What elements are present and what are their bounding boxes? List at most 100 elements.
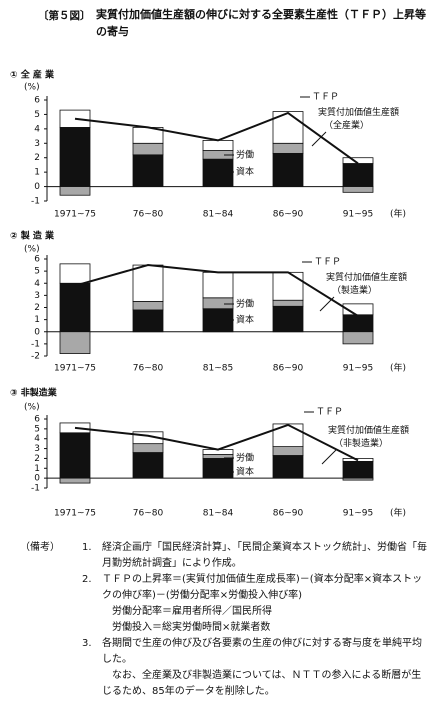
y-tick-label: 1 bbox=[34, 464, 40, 474]
title-box: 実質付加価値生産額の伸びに対する全要素生産性（ＴＦＰ）上昇等の寄与 bbox=[96, 8, 426, 38]
note-number: 2. bbox=[82, 574, 92, 585]
y-tick-label: 0 bbox=[34, 182, 40, 192]
bar-segment bbox=[272, 446, 304, 456]
bar-segment bbox=[202, 139, 234, 151]
note-item: 3. 各期間で生産の伸び及び各要素の生産の伸びに対する寄与度を単純平均した。 なお、… bbox=[20, 636, 430, 700]
note-line: 労働分配率＝雇用者所得／国民所得 bbox=[112, 606, 272, 617]
notes: （備考） 1. 経済企画庁「国民経済計算」、「民間企業資本ストック統計」、労働省「毎… bbox=[20, 540, 430, 700]
note-body: 経済企画庁「国民経済計算」、「民間企業資本ストック統計」、労働省「毎月勤労統計調… bbox=[102, 540, 430, 572]
y-tick-label: 5 bbox=[34, 424, 40, 434]
x-tick-label: 76~80 bbox=[133, 509, 164, 519]
y-axis-label: (%) bbox=[24, 245, 40, 255]
chart-subtitle: ③ 非製造業 bbox=[10, 387, 58, 399]
y-tick-label: 0 bbox=[34, 327, 40, 337]
note-line: 各期間で生産の伸び及び各要素の生産の伸びに対する寄与度を単純平均した。 bbox=[102, 638, 422, 665]
note-line: なお、全産業及び非製造業については、ＮＴＴの参入による断層が生じるため、85年の… bbox=[102, 670, 422, 697]
bar-segment bbox=[132, 142, 164, 156]
legend-text: （全産業） bbox=[324, 119, 369, 131]
note-body: ＴＦＰの上昇率＝(実質付加価値生産成長率)－(資本分配率×資本ストックの伸び率)… bbox=[102, 572, 430, 636]
y-tick-label: 1 bbox=[34, 168, 40, 178]
y-axis-label: (%) bbox=[24, 83, 40, 93]
bar-segment bbox=[132, 264, 164, 302]
y-tick-label: 3 bbox=[34, 139, 40, 149]
legend-label: 資本 bbox=[236, 166, 254, 178]
bar-segment bbox=[272, 152, 304, 187]
legend-label: 労働 bbox=[236, 149, 254, 161]
y-tick-label: 3 bbox=[34, 291, 40, 301]
legend-label: 労働 bbox=[236, 452, 254, 464]
y-tick-label: 2 bbox=[34, 153, 40, 163]
x-axis-label: (年) bbox=[390, 362, 406, 374]
charts: 〔第５図〕 実質付加価値生産額の伸びに対する全要素生産性（ＴＦＰ）上昇等の寄与 … bbox=[10, 8, 426, 519]
line-series bbox=[74, 423, 359, 462]
y-tick-label: 3 bbox=[34, 444, 40, 454]
x-axis-label: (年) bbox=[390, 208, 406, 220]
note-number: 1. bbox=[82, 542, 92, 553]
y-tick-label: 1 bbox=[34, 315, 40, 325]
x-tick-label: 1971~75 bbox=[54, 364, 96, 374]
bar-segment bbox=[132, 452, 164, 479]
note-line: ＴＦＰの上昇率＝(実質付加価値生産成長率)－(資本分配率×資本ストックの伸び率)… bbox=[102, 574, 423, 601]
y-tick-label: 5 bbox=[34, 110, 40, 120]
x-tick-label: 91~95 bbox=[343, 509, 373, 519]
bar-segment bbox=[59, 282, 91, 333]
legend-text: 実質付加価値生産額 bbox=[318, 106, 399, 118]
x-tick-label: 91~95 bbox=[343, 364, 373, 374]
x-tick-label: 76~80 bbox=[133, 364, 164, 374]
bar-segment bbox=[132, 309, 164, 333]
bar-segment bbox=[272, 299, 304, 307]
x-tick-label: 81~84 bbox=[203, 210, 234, 220]
bar-segment bbox=[59, 127, 91, 187]
legend-label: 実質付加価値生産額（全産業） bbox=[318, 106, 399, 131]
bar-segment bbox=[342, 477, 374, 481]
legend-label: ＴＦＰ bbox=[314, 258, 341, 268]
x-tick-label: 1971~75 bbox=[54, 509, 96, 519]
legend-label: 労働 bbox=[236, 298, 254, 310]
chart-subtitle: ② 製 造 業 bbox=[10, 230, 55, 242]
y-tick-label: -1 bbox=[31, 339, 40, 349]
x-axis-label: (年) bbox=[390, 507, 406, 519]
y-tick-label: 6 bbox=[34, 415, 40, 425]
note-item: 2. ＴＦＰの上昇率＝(実質付加価値生産成長率)－(資本分配率×資本ストックの伸び… bbox=[20, 572, 430, 636]
x-tick-label: 1971~75 bbox=[54, 210, 96, 220]
chart-subtitle: ① 全 産 業 bbox=[10, 69, 55, 81]
y-tick-label: -2 bbox=[31, 352, 40, 362]
bar-segment bbox=[342, 314, 374, 333]
line-series bbox=[74, 111, 359, 165]
legend-label: ＴＦＰ bbox=[316, 408, 343, 418]
figure-title: 実質付加価値生産額の伸びに対する全要素生産性（ＴＦＰ）上昇等の寄与 bbox=[96, 8, 426, 38]
x-tick-label: 86~90 bbox=[273, 509, 304, 519]
bar-segment bbox=[59, 432, 91, 479]
bar-segment bbox=[342, 186, 374, 193]
leader bbox=[319, 296, 335, 312]
bar-segment bbox=[342, 331, 374, 345]
x-tick-label: 81~85 bbox=[203, 364, 233, 374]
note-body: 各期間で生産の伸び及び各要素の生産の伸びに対する寄与度を単純平均した。 なお、全産… bbox=[102, 636, 430, 700]
y-axis-label: (%) bbox=[24, 403, 40, 413]
bar-segment bbox=[59, 263, 91, 284]
legend-text: （製造業） bbox=[332, 284, 377, 296]
bar-segment bbox=[202, 158, 234, 187]
bar-segment bbox=[202, 271, 234, 299]
bar-segment bbox=[342, 303, 374, 316]
bar-segment bbox=[132, 443, 164, 453]
bar-segment bbox=[272, 271, 304, 301]
figure-label: 〔第５図〕 bbox=[38, 9, 91, 22]
note-number: 3. bbox=[82, 638, 92, 649]
legend-label: 実質付加価値生産額（非製造業） bbox=[328, 424, 409, 449]
leader bbox=[311, 131, 327, 147]
note-item: （備考） 1. 経済企画庁「国民経済計算」、「民間企業資本ストック統計」、労働省「毎… bbox=[20, 540, 430, 572]
bar-segment bbox=[202, 297, 234, 310]
bar-segment bbox=[59, 186, 91, 196]
bar-segment bbox=[272, 423, 304, 447]
x-tick-label: 86~90 bbox=[273, 364, 304, 374]
note-line: 労働投入＝総実労働時間×就業者数 bbox=[112, 622, 271, 633]
legend-text: 実質付加価値生産額 bbox=[328, 424, 409, 436]
y-tick-label: 5 bbox=[34, 267, 40, 277]
y-tick-label: 6 bbox=[34, 96, 40, 106]
legend-text: 実質付加価値生産額 bbox=[326, 271, 407, 283]
y-tick-label: 0 bbox=[34, 474, 40, 484]
x-tick-label: 76~80 bbox=[133, 210, 164, 220]
x-tick-label: 91~95 bbox=[343, 210, 373, 220]
